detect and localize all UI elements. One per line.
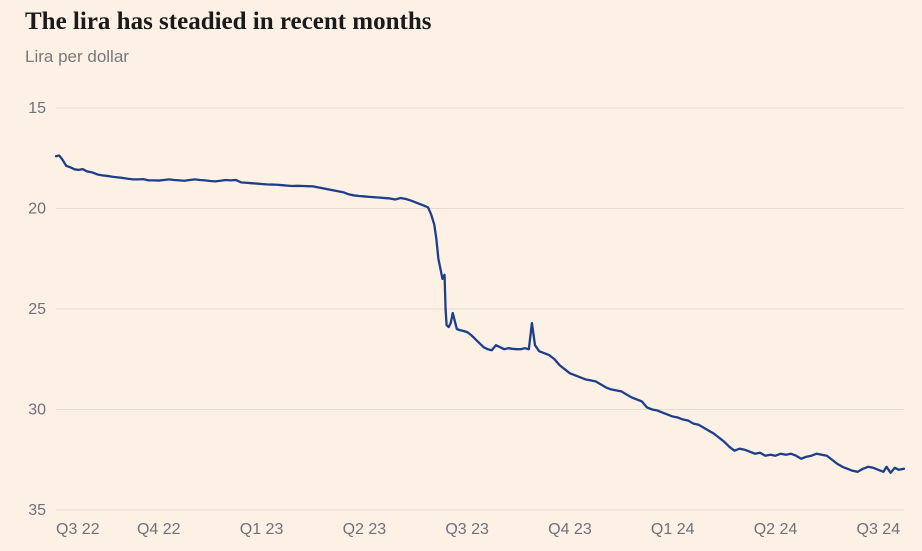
x-tick-label: Q4 23 [548, 521, 592, 538]
y-tick-label: 15 [28, 100, 46, 117]
chart-title: The lira has steadied in recent months [25, 8, 432, 36]
x-tick-label: Q4 22 [137, 521, 181, 538]
x-tick-label: Q3 24 [857, 521, 901, 538]
y-tick-label: 20 [28, 201, 46, 218]
y-tick-label: 25 [28, 301, 46, 318]
y-gridlines [56, 108, 904, 510]
x-tick-label: Q3 23 [445, 521, 489, 538]
y-axis-labels: 15 20 25 30 35 [28, 100, 46, 519]
chart-subtitle: Lira per dollar [25, 47, 129, 67]
x-tick-label: Q1 24 [651, 521, 695, 538]
x-tick-label: Q2 24 [754, 521, 798, 538]
y-tick-label: 35 [28, 502, 46, 519]
y-tick-label: 30 [28, 402, 46, 419]
x-tick-label: Q3 22 [56, 521, 100, 538]
x-tick-label: Q2 23 [343, 521, 387, 538]
x-axis-labels: Q3 22 Q4 22 Q1 23 Q2 23 Q3 23 Q4 23 Q1 24 Q2 24… [56, 521, 900, 538]
x-tick-label: Q1 23 [240, 521, 284, 538]
chart-plot-area: 15 20 25 30 35 Q3 22 Q4 22 Q1 23 Q2 23 Q3 23 Q4 2… [6, 98, 914, 540]
lira-per-dollar-line [56, 155, 904, 472]
